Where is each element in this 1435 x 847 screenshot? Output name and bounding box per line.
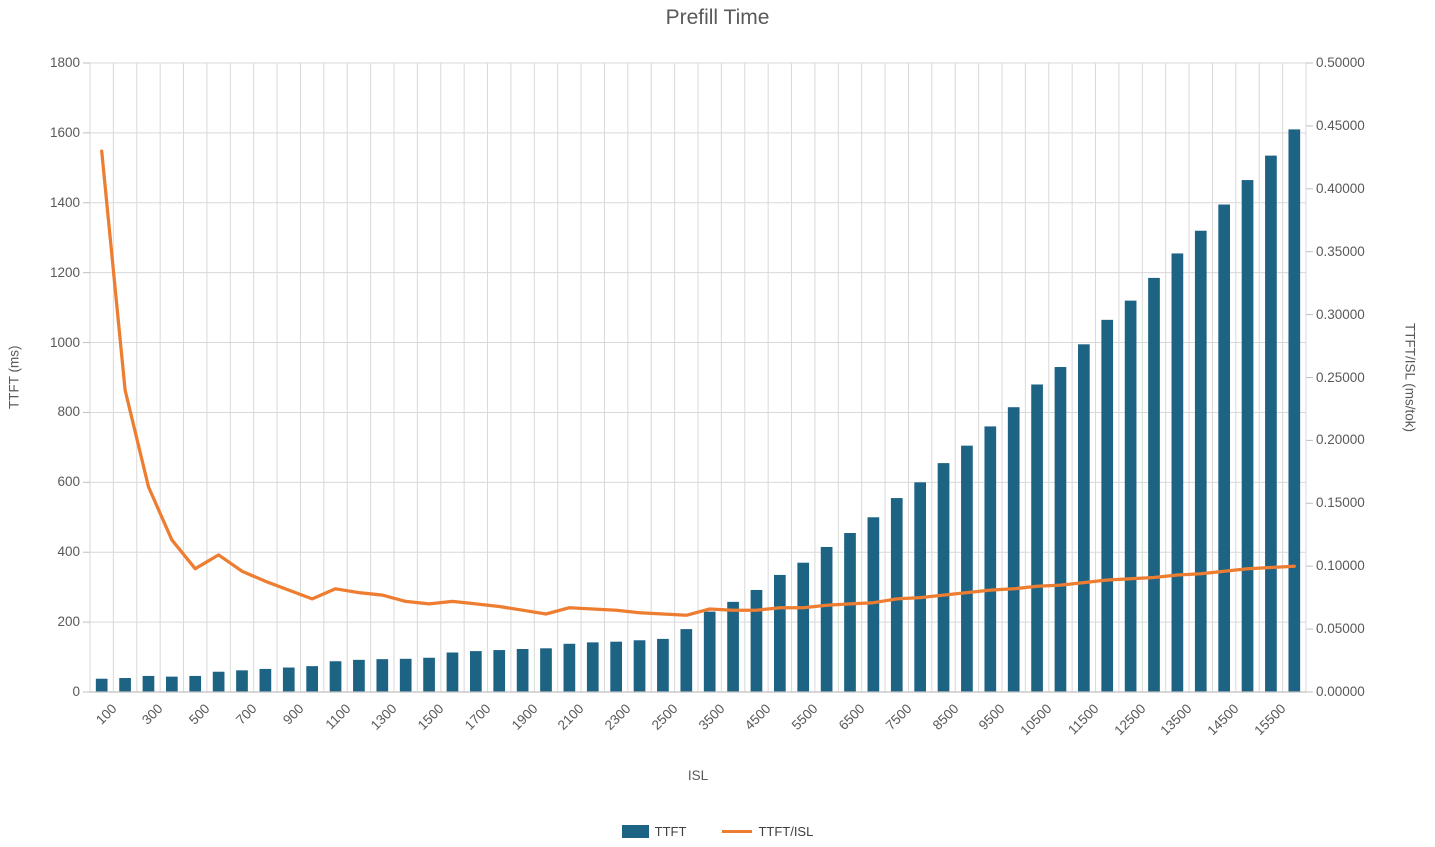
legend-label-ttft: TTFT [654, 824, 687, 839]
bar-ttft [797, 562, 810, 692]
bar-ttft [563, 643, 576, 692]
bar-ttft [820, 546, 833, 692]
bar-ttft [1124, 300, 1137, 692]
bar-ttft [95, 678, 108, 692]
bar-ttft [1265, 155, 1277, 692]
legend-bar-swatch [621, 825, 649, 838]
right-axis-tick-label: 0.15000 [1316, 495, 1365, 511]
bar-ttft [1288, 129, 1301, 693]
left-axis-tick-label: 600 [57, 474, 80, 490]
bar-ttft [727, 601, 739, 692]
right-axis-tick-label: 0.45000 [1316, 117, 1365, 133]
bar-ttft [844, 533, 856, 692]
right-axis-tick-label: 0.20000 [1316, 432, 1365, 448]
left-axis-tick-label: 1000 [49, 334, 80, 350]
legend-label-ttft-isl: TTFT/ISL [758, 824, 814, 839]
left-axis-title: TTFT (ms) [6, 345, 22, 410]
right-axis-tick-label: 0.05000 [1316, 621, 1365, 637]
bar-ttft [914, 482, 926, 692]
bar-ttft [446, 652, 459, 692]
left-axis-tick-label: 1200 [49, 264, 80, 280]
chart-title: Prefill Time [665, 6, 770, 29]
right-axis-tick-label: 0.40000 [1316, 180, 1365, 196]
bar-ttft [680, 629, 693, 692]
bar-ttft [1171, 253, 1184, 693]
bar-ttft [774, 574, 786, 692]
bar-ttft [236, 670, 248, 692]
ttft-isl-line [100, 149, 1296, 617]
left-axis-tick-label: 1600 [49, 124, 80, 140]
bar-ttft [399, 658, 412, 692]
bar-ttft [282, 667, 295, 692]
left-axis-tick-label: 200 [57, 614, 80, 630]
bar-ttft [189, 675, 202, 692]
bar-ttft [353, 659, 365, 692]
bar-ttft [961, 445, 973, 692]
right-axis-tick-label: 0.35000 [1316, 243, 1365, 259]
bar-ttft [633, 640, 646, 692]
bar-ttft [610, 641, 622, 692]
bar-ttft [586, 642, 599, 692]
bar-ttft [376, 659, 389, 692]
bar-ttft [259, 668, 272, 692]
bar-ttft [984, 426, 997, 692]
bar-ttft [540, 648, 552, 692]
left-axis-tick-label: 0 [72, 684, 80, 699]
bar-ttft [470, 651, 482, 692]
bar-ttft [1194, 230, 1207, 692]
right-axis-tick-label: 0.25000 [1316, 369, 1365, 385]
right-axis-tick-label: 0.00000 [1316, 684, 1365, 699]
x-axis-title: ISL [687, 768, 709, 783]
bar-ttft [1241, 180, 1254, 692]
legend: TTFT TTFT/ISL [0, 824, 1435, 839]
right-axis-tick-label: 0.50000 [1316, 55, 1365, 70]
bar-ttft [306, 666, 318, 692]
bar-ttft [703, 611, 716, 692]
bar-ttft [1218, 204, 1230, 692]
left-axis-tick-label: 1800 [49, 55, 80, 70]
left-axis-tick-label: 400 [57, 544, 80, 560]
bar-ttft [1148, 277, 1160, 692]
bar-ttft [142, 675, 155, 692]
bar-ttft [1007, 407, 1020, 692]
bar-ttft [1101, 319, 1114, 692]
bar-ttft [516, 649, 529, 692]
bar-ttft [329, 661, 342, 692]
legend-item-ttft: TTFT [621, 824, 687, 839]
legend-item-ttft-isl: TTFT/ISL [722, 824, 813, 839]
right-axis-title: TTFT/ISL (ms/tok) [1402, 323, 1418, 432]
bar-ttft [1031, 384, 1043, 692]
left-axis-tick-label: 1400 [49, 194, 80, 210]
bar-ttft [423, 657, 435, 692]
bar-ttft [212, 671, 225, 692]
right-axis-tick-label: 0.30000 [1316, 306, 1365, 322]
bar-ttft [657, 638, 669, 692]
right-axis-tick-label: 0.10000 [1316, 558, 1365, 574]
bar-ttft [493, 650, 506, 692]
bar-ttft [166, 676, 178, 692]
legend-line-swatch [722, 829, 753, 834]
bar-ttft [119, 678, 131, 692]
bar-ttft [750, 589, 763, 692]
bar-ttft [867, 517, 880, 692]
left-axis-tick-label: 800 [57, 404, 80, 420]
bar-ttft [1054, 367, 1067, 692]
bar-ttft [1078, 344, 1090, 692]
bar-ttft [890, 498, 903, 692]
bar-ttft [937, 463, 950, 692]
